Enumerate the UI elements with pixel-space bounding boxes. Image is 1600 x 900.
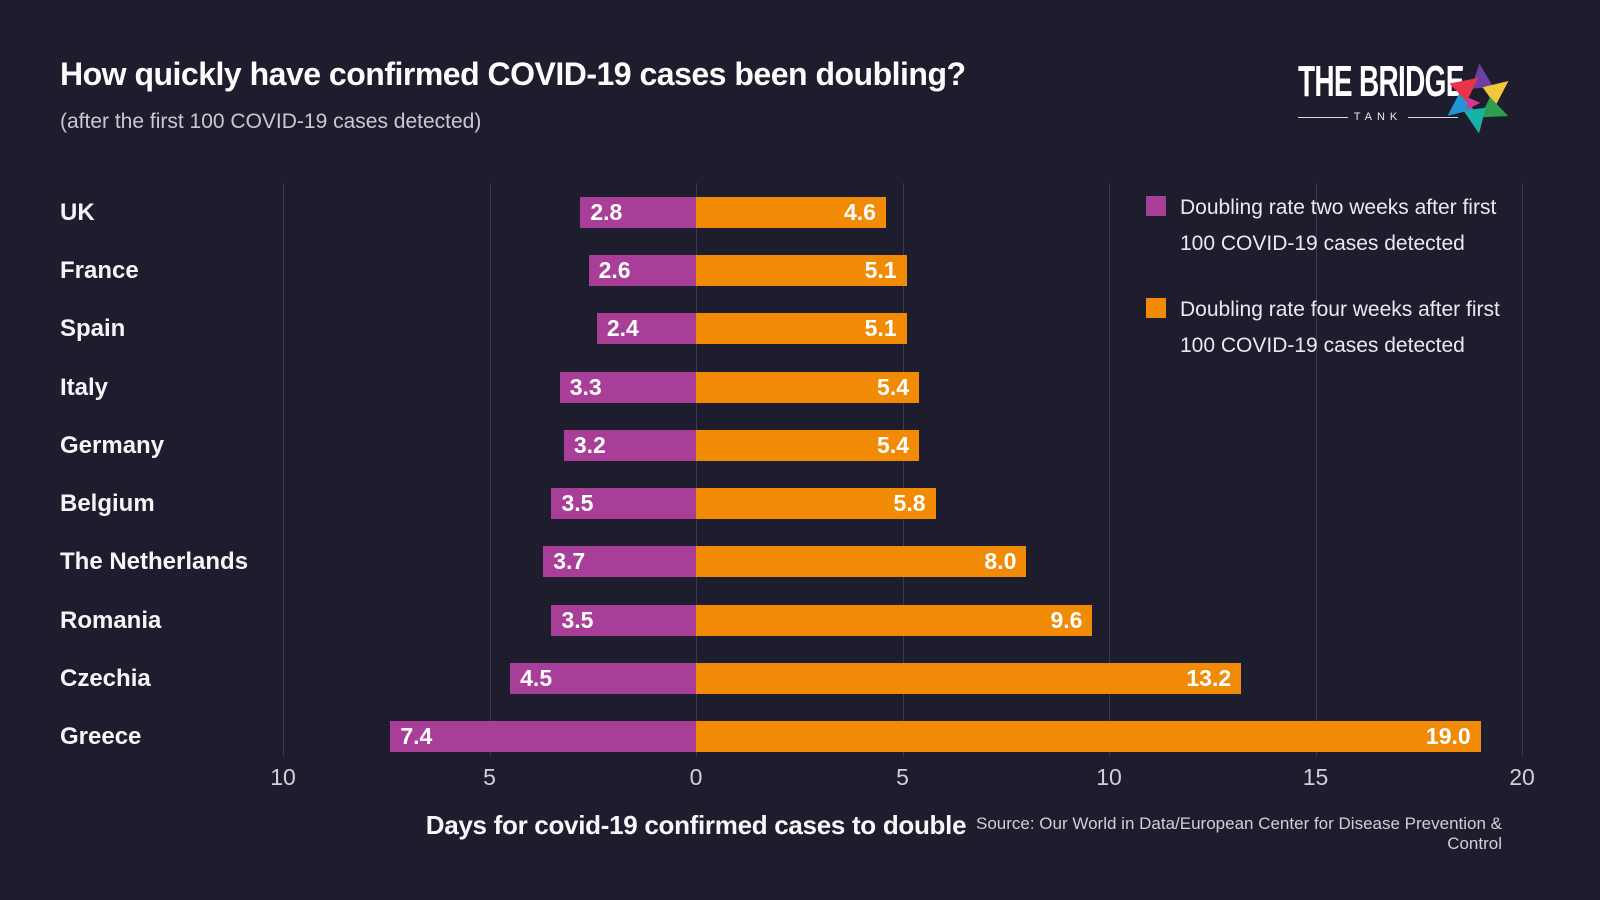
bar-value: 13.2 xyxy=(1186,665,1232,692)
bar-four-weeks: 8.0 xyxy=(696,546,1027,578)
x-gridline xyxy=(902,183,904,756)
source-credit: Source: Our World in Data/European Cente… xyxy=(975,814,1502,853)
bar-value: 3.7 xyxy=(553,548,586,575)
legend-swatch-orange xyxy=(1146,298,1166,318)
bar-two-weeks: 7.4 xyxy=(390,721,696,753)
bar-four-weeks: 5.1 xyxy=(696,313,907,345)
bar-four-weeks: 13.2 xyxy=(696,663,1242,695)
bar-four-weeks: 5.4 xyxy=(696,371,920,403)
bar-two-weeks: 2.8 xyxy=(580,196,696,228)
country-label: The Netherlands xyxy=(60,548,249,576)
country-label: Greece xyxy=(60,723,142,751)
page-title: How quickly have confirmed COVID-19 case… xyxy=(60,56,966,92)
bar-value: 7.4 xyxy=(400,723,433,750)
bar-value: 5.1 xyxy=(864,315,897,342)
x-tick-label: 0 xyxy=(689,764,703,790)
page-subtitle: (after the first 100 COVID-19 cases dete… xyxy=(60,110,482,133)
bar-four-weeks: 19.0 xyxy=(696,721,1481,753)
bar-two-weeks: 3.3 xyxy=(559,371,696,403)
x-gridline xyxy=(696,183,697,756)
rule-segment xyxy=(1408,116,1458,118)
bar-two-weeks: 3.2 xyxy=(563,429,696,461)
bar-value: 5.8 xyxy=(893,490,926,517)
x-gridline xyxy=(1315,183,1317,756)
chart-legend: Doubling rate two weeks after first 100 … xyxy=(1146,190,1506,394)
rule-segment xyxy=(1298,116,1348,118)
x-tick-label: 10 xyxy=(270,764,296,790)
bar-value: 4.5 xyxy=(520,665,553,692)
bar-two-weeks: 3.5 xyxy=(551,604,696,636)
legend-label: Doubling rate two weeks after first 100 … xyxy=(1180,196,1497,255)
bar-value: 2.4 xyxy=(606,315,639,342)
bar-value: 5.1 xyxy=(864,256,897,283)
legend-item-four-weeks: Doubling rate four weeks after first 100… xyxy=(1146,292,1506,364)
bar-four-weeks: 9.6 xyxy=(696,604,1093,636)
bar-value: 19.0 xyxy=(1425,723,1471,750)
bar-four-weeks: 5.8 xyxy=(696,488,936,520)
country-label: Belgium xyxy=(60,490,155,518)
bar-value: 9.6 xyxy=(1050,606,1083,633)
bar-value: 5.4 xyxy=(877,373,910,400)
legend-item-two-weeks: Doubling rate two weeks after first 100 … xyxy=(1146,190,1506,262)
bar-two-weeks: 3.7 xyxy=(543,546,696,578)
bar-four-weeks: 4.6 xyxy=(696,196,886,228)
country-label: Spain xyxy=(60,315,126,343)
x-tick-label: 5 xyxy=(896,764,909,790)
bar-value: 3.3 xyxy=(569,373,602,400)
x-gridline xyxy=(489,183,491,756)
x-tick-label: 5 xyxy=(483,764,496,790)
country-label: Italy xyxy=(60,373,109,401)
country-label: France xyxy=(60,256,139,284)
bar-two-weeks: 2.4 xyxy=(596,313,696,345)
country-label: Germany xyxy=(60,431,165,459)
legend-swatch-purple xyxy=(1146,196,1166,216)
country-label: Romania xyxy=(60,606,162,634)
bar-two-weeks: 4.5 xyxy=(510,663,696,695)
brand-logo: THE BRIDGE TANK xyxy=(1298,58,1513,134)
bar-value: 8.0 xyxy=(984,548,1017,575)
bar-value: 2.6 xyxy=(598,256,631,283)
brand-logo-name: THE BRIDGE xyxy=(1298,58,1464,106)
x-tick-label: 20 xyxy=(1509,764,1535,790)
bar-value: 3.5 xyxy=(561,490,594,517)
country-label: Czechia xyxy=(60,665,151,693)
bar-value: 4.6 xyxy=(843,198,876,225)
bar-value: 5.4 xyxy=(877,431,910,458)
country-label: UK xyxy=(60,198,95,226)
bar-four-weeks: 5.4 xyxy=(696,429,920,461)
brand-logo-rule: TANK xyxy=(1298,111,1458,123)
bar-value: 2.8 xyxy=(590,198,623,225)
bar-value: 3.5 xyxy=(561,606,594,633)
pinwheel-logo-icon xyxy=(1447,63,1509,134)
x-tick-label: 15 xyxy=(1302,764,1329,790)
legend-label: Doubling rate four weeks after first 100… xyxy=(1180,298,1500,357)
bar-four-weeks: 5.1 xyxy=(696,254,907,286)
bar-two-weeks: 2.6 xyxy=(588,254,696,286)
x-gridline xyxy=(1522,183,1523,756)
bar-two-weeks: 3.5 xyxy=(551,488,696,520)
bar-value: 3.2 xyxy=(573,431,606,458)
x-tick-label: 10 xyxy=(1096,764,1122,790)
x-gridline xyxy=(283,183,284,756)
x-axis-title: Days for covid-19 confirmed cases to dou… xyxy=(425,810,967,840)
x-gridline xyxy=(1109,183,1110,756)
brand-logo-tagline: TANK xyxy=(1353,111,1403,123)
